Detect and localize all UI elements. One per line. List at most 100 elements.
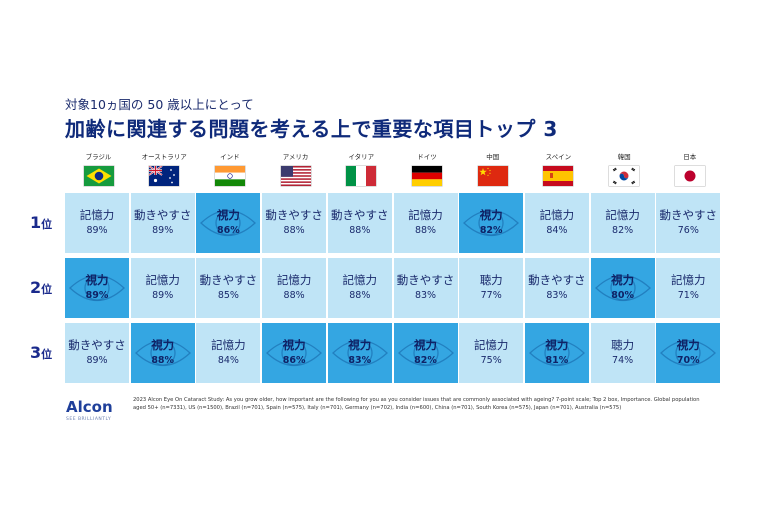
eye-icon [660,340,717,366]
eye-icon [397,340,454,366]
cell-value: 83% [546,290,568,301]
table-cell: 聴力 77% [459,258,524,318]
country-name: アメリカ [282,153,309,161]
table-cell: 記憶力 75% [459,323,524,383]
rank-label: 3位 [30,343,64,362]
spain-flag [543,166,574,186]
table-cell: 動きやすさ 89% [65,323,129,383]
table-cell-vision-highlight: 視力 88% [130,323,195,383]
cell-value: 89% [152,290,174,301]
country-header: 中国 [459,152,526,186]
cell-value: 70% [676,355,700,366]
cell-value: 82% [414,355,437,366]
country-name: イタリア [348,153,375,161]
country-name: 日本 [683,153,697,161]
cell-label: 記憶力 [276,273,312,287]
rank-suffix: 位 [41,348,53,361]
cell-value: 84% [546,225,568,236]
table-cell: 記憶力 89% [130,258,195,318]
germany-flag [412,166,442,186]
table-cell-vision-highlight: 視力 82% [393,323,458,383]
cell-value: 77% [480,290,502,301]
table-cell: 動きやすさ 88% [262,193,327,253]
country-name: インド [220,153,240,161]
cell-label: 視力 [282,338,306,352]
table-cell: 聴力 74% [590,323,655,383]
australia-flag [149,166,180,186]
cell-label: 視力 [611,273,635,287]
rank-suffix: 位 [41,218,53,231]
table-cell: 記憶力 89% [65,193,129,253]
cell-label: 動きやすさ [199,273,258,287]
cell-label: 視力 [414,338,437,352]
eye-icon [200,210,257,236]
rank-number: 2 [30,278,42,297]
eye-icon [134,340,191,366]
cell-value: 80% [611,290,634,301]
country-header: オーストラリア [131,152,198,186]
cell-value: 76% [677,225,699,236]
cell-value: 86% [217,225,240,236]
cell-value: 84% [217,355,239,366]
cell-label: 記憶力 [145,273,180,287]
cell-value: 82% [612,225,634,236]
table-cell: 記憶力 84% [196,323,261,383]
rank-suffix: 位 [41,283,53,296]
country-header: インド [196,152,263,186]
eye-icon [69,275,125,301]
cell-value: 83% [348,355,372,366]
country-header: 日本 [656,152,723,186]
table-cell-vision-highlight: 視力 81% [524,323,589,383]
cell-value: 88% [414,225,437,236]
cell-label: 聴力 [479,273,503,287]
cell-label: 動きやすさ [68,338,126,352]
country-header: イタリア [328,152,395,186]
cell-label: 動きやすさ [528,273,586,287]
eye-icon [528,340,585,366]
country-name: スペイン [545,153,572,161]
cell-label: 視力 [85,273,109,287]
alcon-logo: Alcon [66,398,113,416]
table-cell: 記憶力 82% [590,193,655,253]
cell-value: 86% [282,355,306,366]
eye-icon [266,340,323,366]
table-cell-vision-highlight: 視力 83% [327,323,392,383]
cell-value: 75% [480,355,502,366]
cell-label: 動きやすさ [396,273,455,287]
cell-label: 視力 [545,338,569,352]
cell-value: 82% [479,225,503,236]
country-name: ブラジル [85,153,112,161]
cell-value: 83% [414,290,437,301]
table-cell: 動きやすさ 83% [524,258,589,318]
table-cell: 記憶力 88% [393,193,458,253]
subtitle: 対象10ヵ国の 50 歳以上にとって [65,97,254,112]
cell-label: 聴力 [611,338,635,352]
rank-label: 1位 [30,213,64,232]
country-header: ドイツ [394,152,461,186]
cell-label: 動きやすさ [265,208,323,222]
cell-value: 89% [86,225,108,236]
korea-flag [609,166,640,186]
cell-value: 71% [677,290,699,301]
cell-value: 74% [612,355,634,366]
italy-flag [346,166,377,186]
cell-value: 88% [151,355,175,366]
table-cell-vision-highlight: 視力 86% [262,323,327,383]
cell-value: 88% [283,225,305,236]
country-header: スペイン [525,152,592,186]
table-cell: 動きやすさ 76% [656,193,721,253]
cell-value: 89% [86,355,108,366]
country-header: ブラジル [65,152,132,186]
table-cell-vision-highlight: 視力 82% [459,193,524,253]
cell-label: 視力 [151,338,175,352]
country-name: 中国 [486,153,500,161]
table-cell-vision-highlight: 視力 70% [656,323,721,383]
logo-tagline: SEE BRILLIANTLY [66,417,112,422]
cell-value: 89% [85,290,109,301]
cell-value: 85% [217,290,239,301]
brazil-flag [83,166,114,186]
table-cell: 記憶力 88% [262,258,327,318]
cell-label: 視力 [348,338,372,352]
cell-label: 記憶力 [79,208,115,222]
table-cell: 動きやすさ 85% [196,258,261,318]
